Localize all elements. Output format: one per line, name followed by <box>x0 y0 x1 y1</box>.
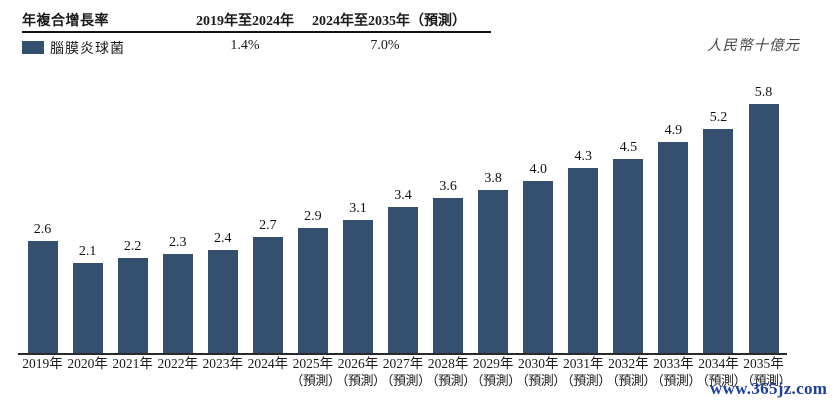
bar-group: 5.8 <box>741 84 786 353</box>
bars-area: 2.6 2.1 2.2 2.3 2.4 2.7 2.9 3.1 3.4 3.6 3.8 4.0 4.3 4… <box>20 83 786 353</box>
x-axis-label: 2025年 （預測） <box>290 356 341 388</box>
x-axis-label: 2021年 <box>112 356 153 371</box>
bar <box>613 159 644 353</box>
bar-value-label: 3.8 <box>484 171 502 186</box>
x-axis-label: 2023年 <box>202 356 244 371</box>
bar <box>748 104 779 353</box>
x-axis-labels: 2019年 2020年 2021年 2022年 2023年 2024年 2025年 （預測） 2… <box>20 356 792 389</box>
watermark: www.365jz.com <box>710 379 828 398</box>
bar-group: 2.9 <box>290 208 335 353</box>
bar-group: 4.9 <box>651 122 696 353</box>
bar-value-label: 2.7 <box>259 218 277 233</box>
bar <box>478 190 509 353</box>
x-axis-label: 2031年 （預測） <box>560 356 612 388</box>
bar <box>523 181 554 353</box>
bar-group: 2.7 <box>245 217 290 353</box>
bar <box>27 241 58 353</box>
bar-value-label: 5.2 <box>709 110 728 125</box>
bar-value-label: 4.0 <box>529 162 547 177</box>
bar-group: 4.5 <box>606 139 651 353</box>
x-axis-line <box>18 353 787 355</box>
cagr-column-header-2024-2035: 2024年至2035年（預測） <box>312 14 466 29</box>
bar-value-label: 3.4 <box>394 188 412 203</box>
bar-group: 2.6 <box>20 221 65 353</box>
bar-value-label: 2.1 <box>78 244 97 259</box>
series-legend-swatch <box>22 41 44 54</box>
bar-value-label: 3.6 <box>439 179 457 194</box>
bar-group: 4.0 <box>516 161 561 353</box>
bar-group: 4.3 <box>561 148 606 353</box>
bar-value-label: 4.9 <box>664 123 683 138</box>
bar-group: 2.4 <box>200 230 245 353</box>
x-axis-label: 2028年 （預測） <box>425 356 477 388</box>
bar-group: 2.1 <box>65 243 110 353</box>
x-axis-label: 2019年 <box>22 356 63 371</box>
x-axis-label: 2022年 <box>157 356 198 371</box>
cagr-table-title: 年複合增長率 <box>22 14 109 29</box>
bar-group: 5.2 <box>696 109 741 353</box>
x-axis-label: 2020年 <box>67 356 108 371</box>
x-axis-label: 2034年 （預測） <box>695 356 747 388</box>
bar-value-label: 2.9 <box>304 209 322 224</box>
bar <box>72 263 103 353</box>
bar-group: 3.4 <box>381 187 426 353</box>
bar <box>252 237 283 353</box>
bar <box>568 168 599 353</box>
bar <box>297 228 328 353</box>
bar-value-label: 3.1 <box>349 201 367 216</box>
bar-group: 3.6 <box>426 178 471 353</box>
bar <box>703 129 734 353</box>
bar <box>433 198 464 353</box>
bar-value-label: 4.3 <box>574 149 593 164</box>
cagr-value-2024-2035: 7.0% <box>370 38 400 53</box>
bar <box>207 250 238 353</box>
bar-value-label: 4.5 <box>619 140 638 155</box>
x-axis-label: 2027年 （預測） <box>380 356 432 388</box>
cagr-column-header-2019-2024: 2019年至2024年 <box>196 14 294 29</box>
bar <box>117 258 148 353</box>
bar <box>388 207 419 353</box>
bar <box>342 220 373 353</box>
bar-group: 2.2 <box>110 238 155 353</box>
bar-value-label: 2.4 <box>214 231 232 246</box>
bar-group: 2.3 <box>155 234 200 353</box>
bar-group: 3.8 <box>471 170 516 353</box>
bar-value-label: 2.6 <box>33 222 52 237</box>
x-axis-label: 2030年 （預測） <box>515 356 567 388</box>
bar-value-label: 5.8 <box>754 85 773 100</box>
x-axis-label: 2029年 （預測） <box>470 356 522 388</box>
x-axis-label: 2032年 （預測） <box>605 356 657 388</box>
series-legend-label: 腦膜炎球菌 <box>50 42 125 57</box>
x-axis-label: 2026年 （預測） <box>335 356 386 388</box>
header-divider-line <box>22 31 491 33</box>
bar <box>162 254 193 353</box>
cagr-value-2019-2024: 1.4% <box>230 38 260 53</box>
x-axis-label: 2024年 <box>247 356 289 371</box>
bar-value-label: 2.2 <box>123 239 142 254</box>
x-axis-label: 2033年 （預測） <box>650 356 702 388</box>
unit-label: 人民幣十億元 <box>707 38 800 54</box>
bar-value-label: 2.3 <box>168 235 187 250</box>
x-axis-label: 2035年 （預測） <box>741 356 792 388</box>
bar <box>658 142 689 353</box>
bar-group: 3.1 <box>335 200 380 353</box>
